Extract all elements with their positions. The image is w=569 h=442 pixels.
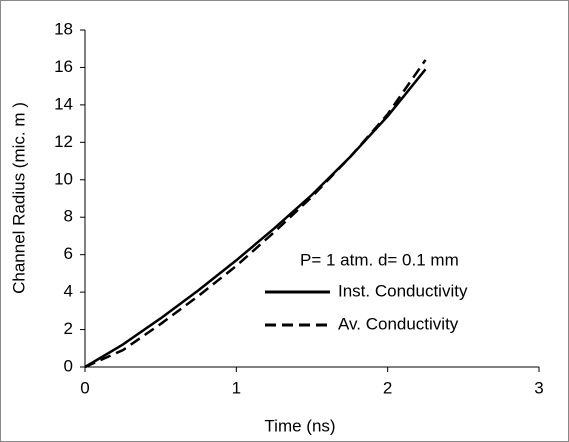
series-line [84, 59, 427, 369]
x-tick-label: 2 [383, 378, 392, 397]
y-tick-label: 18 [54, 19, 73, 38]
y-tick-label: 0 [64, 356, 73, 375]
annotation: P= 1 atm. d= 0.1 mm [300, 250, 459, 269]
y-tick-label: 16 [54, 57, 73, 76]
y-tick-label: 2 [64, 319, 73, 338]
y-axis-title: Channel Radius (mic. m ) [9, 102, 28, 294]
y-tick-label: 6 [64, 244, 73, 263]
y-tick-label: 4 [64, 282, 73, 301]
x-tick-label: 3 [534, 378, 543, 397]
legend-label: Av. Conductivity [338, 314, 459, 333]
x-axis-title: Time (ns) [264, 416, 335, 435]
y-tick-label: 8 [64, 207, 73, 226]
y-tick-label: 10 [54, 169, 73, 188]
x-tick-label: 0 [80, 378, 89, 397]
legend-label: Inst. Conductivity [338, 281, 468, 300]
y-tick-label: 12 [54, 132, 73, 151]
x-tick-label: 1 [232, 378, 241, 397]
y-tick-label: 14 [54, 94, 73, 113]
